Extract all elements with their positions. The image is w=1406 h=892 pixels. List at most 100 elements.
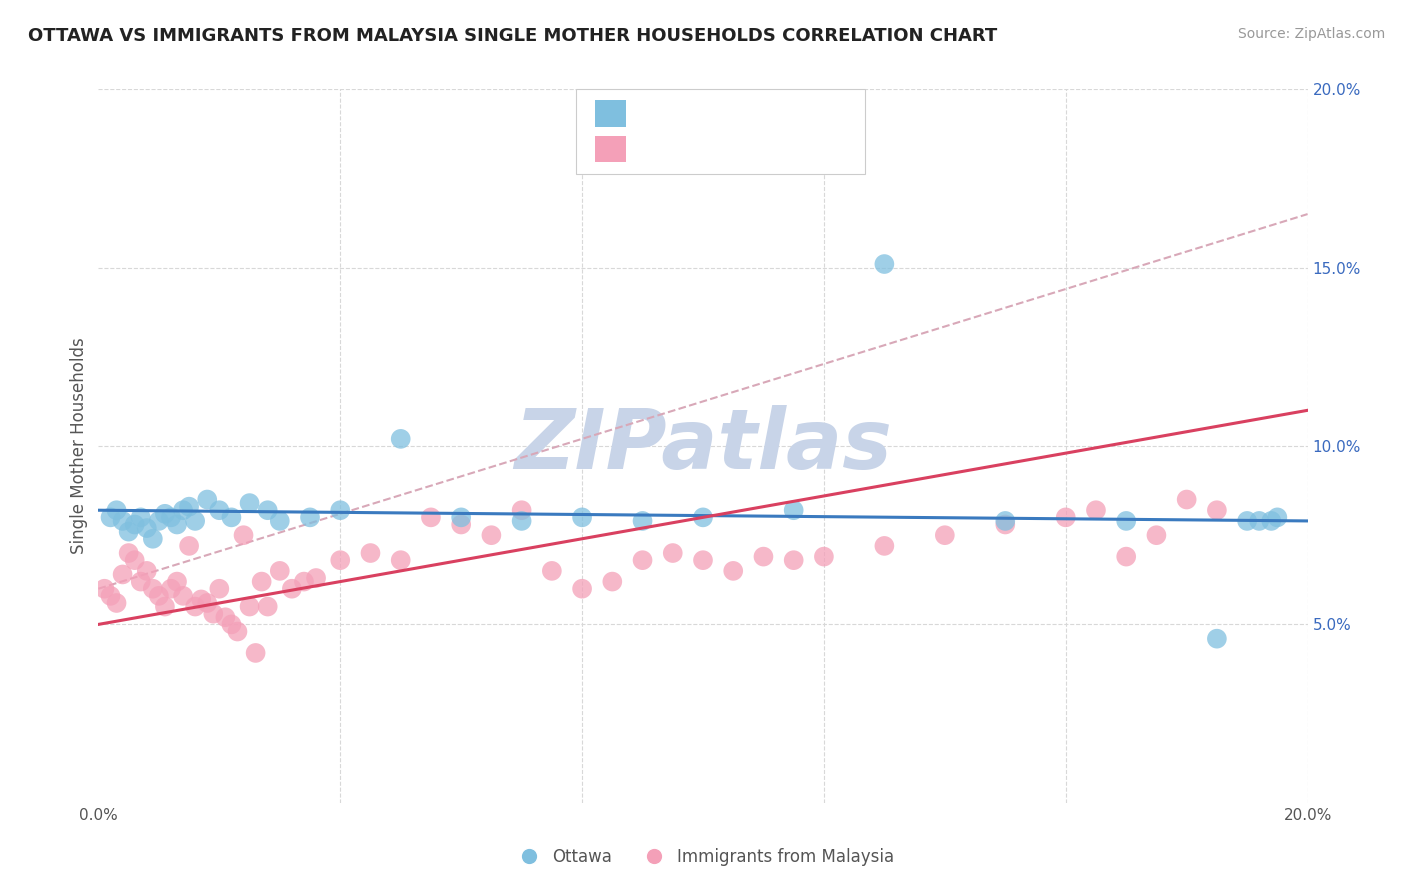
Point	[389, 432, 412, 446]
Point	[1085, 503, 1108, 517]
Point	[360, 546, 382, 560]
Point	[692, 553, 714, 567]
Text: 0.220: 0.220	[665, 140, 730, 158]
Point	[100, 510, 122, 524]
Text: R =: R =	[634, 140, 671, 158]
Point	[269, 514, 291, 528]
Point	[813, 549, 835, 564]
Point	[208, 582, 231, 596]
Point	[190, 592, 212, 607]
Text: -0.010: -0.010	[665, 104, 724, 122]
Point	[184, 514, 207, 528]
Point	[256, 599, 278, 614]
Text: ZIPatlas: ZIPatlas	[515, 406, 891, 486]
Point	[153, 599, 176, 614]
Text: 58: 58	[766, 140, 789, 158]
Point	[389, 553, 412, 567]
Point	[481, 528, 503, 542]
Point	[994, 517, 1017, 532]
Text: R =: R =	[634, 104, 671, 122]
Point	[783, 503, 806, 517]
Point	[1144, 528, 1167, 542]
Point	[602, 574, 624, 589]
Point	[221, 617, 243, 632]
Point	[329, 503, 352, 517]
Point	[1206, 503, 1229, 517]
Point	[160, 582, 183, 596]
Point	[873, 539, 896, 553]
Point	[305, 571, 328, 585]
Point	[269, 564, 291, 578]
Point	[329, 553, 352, 567]
Point	[129, 574, 152, 589]
Point	[105, 503, 128, 517]
Point	[1267, 510, 1289, 524]
Point	[540, 564, 562, 578]
Point	[129, 510, 152, 524]
Point	[172, 589, 194, 603]
Point	[1260, 514, 1282, 528]
Point	[118, 546, 141, 560]
Point	[571, 582, 593, 596]
Point	[1115, 549, 1137, 564]
Point	[450, 510, 472, 524]
Point	[105, 596, 128, 610]
Point	[631, 514, 654, 528]
Point	[221, 510, 243, 524]
Point	[692, 510, 714, 524]
Point	[166, 517, 188, 532]
Point	[118, 524, 141, 539]
Point	[153, 507, 176, 521]
Point	[184, 599, 207, 614]
Point	[111, 567, 134, 582]
Point	[994, 514, 1017, 528]
Point	[256, 503, 278, 517]
Point	[195, 596, 218, 610]
Point	[208, 503, 231, 517]
Point	[571, 510, 593, 524]
Point	[135, 521, 157, 535]
Point	[148, 589, 170, 603]
Point	[179, 500, 201, 514]
Point	[1175, 492, 1198, 507]
Point	[142, 532, 165, 546]
Point	[631, 553, 654, 567]
Point	[873, 257, 896, 271]
Point	[1249, 514, 1271, 528]
Point	[142, 582, 165, 596]
Point	[1054, 510, 1077, 524]
Point	[420, 510, 443, 524]
Point	[510, 503, 533, 517]
Point	[111, 514, 134, 528]
Point	[239, 599, 262, 614]
Point	[93, 582, 115, 596]
Point	[232, 528, 254, 542]
Point	[202, 607, 225, 621]
Point	[100, 589, 122, 603]
Point	[179, 539, 201, 553]
Point	[934, 528, 956, 542]
Point	[239, 496, 262, 510]
Point	[214, 610, 236, 624]
Legend: Ottawa, Immigrants from Malaysia: Ottawa, Immigrants from Malaysia	[505, 842, 901, 873]
Point	[299, 510, 322, 524]
Text: 38: 38	[766, 104, 789, 122]
Point	[783, 553, 806, 567]
Point	[450, 517, 472, 532]
Point	[250, 574, 273, 589]
Point	[166, 574, 188, 589]
Point	[723, 564, 745, 578]
Point	[510, 514, 533, 528]
Point	[1236, 514, 1258, 528]
Point	[752, 549, 775, 564]
Point	[292, 574, 315, 589]
Point	[245, 646, 267, 660]
Point	[1206, 632, 1229, 646]
Point	[281, 582, 304, 596]
Text: OTTAWA VS IMMIGRANTS FROM MALAYSIA SINGLE MOTHER HOUSEHOLDS CORRELATION CHART: OTTAWA VS IMMIGRANTS FROM MALAYSIA SINGL…	[28, 27, 997, 45]
Point	[124, 517, 146, 532]
Point	[1115, 514, 1137, 528]
Y-axis label: Single Mother Households: Single Mother Households	[70, 338, 89, 554]
Point	[661, 546, 683, 560]
Text: N =: N =	[735, 104, 772, 122]
